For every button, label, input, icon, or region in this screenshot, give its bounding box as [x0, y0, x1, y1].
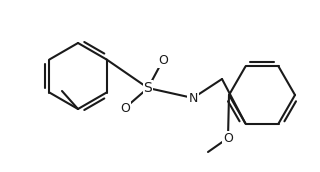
Text: O: O [120, 101, 130, 115]
Text: O: O [223, 132, 233, 144]
Text: O: O [158, 53, 168, 67]
Text: S: S [144, 81, 152, 95]
Text: N: N [188, 92, 198, 105]
